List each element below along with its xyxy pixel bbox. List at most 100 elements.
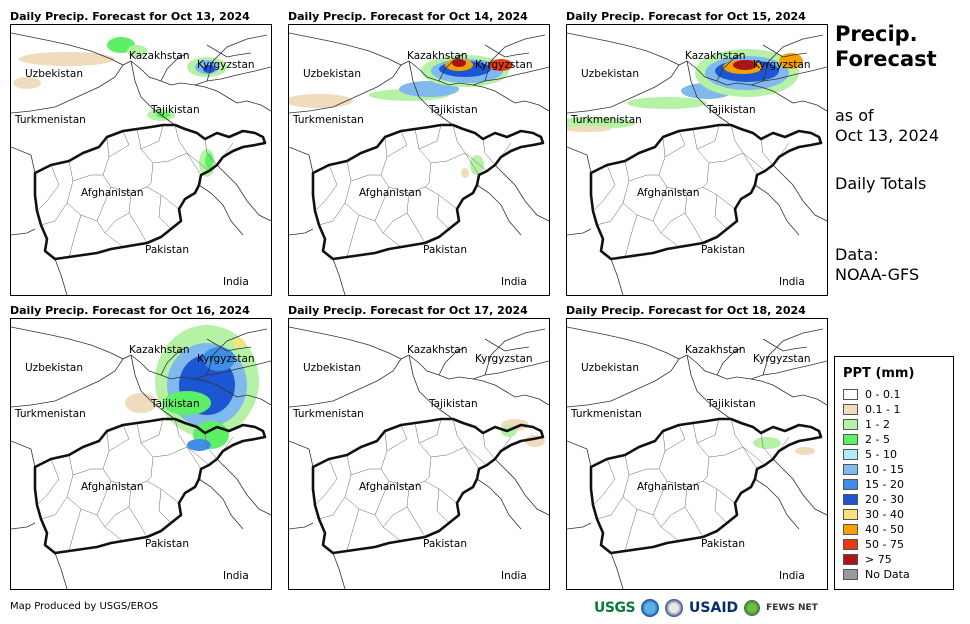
country-border [130,60,172,86]
country-label-uzbekistan: Uzbekistan [303,362,361,374]
country-border [567,326,688,360]
country-label-kazakhstan: Kazakhstan [407,344,468,356]
precip-cell [127,45,147,57]
province-border [108,130,130,158]
province-border [350,468,381,476]
legend-label: 0.1 - 1 [865,403,901,416]
precip-cell [567,126,611,132]
country-border [792,100,827,112]
legend-swatch [843,404,858,415]
country-border [160,346,188,376]
country-label-kyrgyzstan: Kyrgyzstan [197,59,255,71]
country-border [476,478,522,530]
country-label-pakistan: Pakistan [423,538,467,550]
country-label-kazakhstan: Kazakhstan [129,344,190,356]
side-title: Precip. Forecast [835,22,937,72]
precip-map-canvas: Kazakhstan Kyrgyzstan Uzbekistan Tajikistan… [567,25,827,295]
precip-cell [233,338,245,348]
province-border [452,124,466,154]
country-label-tajikistan: Tajikistan [428,398,478,410]
country-border [716,346,744,376]
country-label-afghanistan: Afghanistan [637,187,700,199]
country-border [567,64,680,114]
legend-swatch [843,569,858,580]
country-border [772,458,827,516]
precip-cell [795,447,815,455]
country-border [216,458,271,516]
country-label-tajikistan: Tajikistan [706,104,756,116]
country-border [408,354,450,380]
precip-cell [163,391,211,415]
legend-label: 10 - 15 [865,463,904,476]
country-border [54,258,68,295]
country-border [198,184,244,236]
province-border [140,418,164,444]
panel-title: Daily Precip. Forecast for Oct 18, 2024 [566,304,806,317]
country-border [484,338,530,352]
province-border [72,174,103,182]
province-border [382,506,408,528]
precip-cell [125,393,157,413]
data-source: Data: NOAA-GFS [835,245,919,285]
precip-map: Kazakhstan Kyrgyzstan Uzbekistan Tajikistan… [288,318,550,590]
country-border [11,358,124,408]
province-border [102,136,112,188]
province-border [386,130,408,158]
country-border [130,60,176,126]
province-border [596,496,624,520]
country-label-kyrgyzstan: Kyrgyzstan [197,353,255,365]
legend-swatch [843,419,858,430]
precip-map-canvas: Kazakhstan Kyrgyzstan Uzbekistan Tajikistan… [567,319,827,589]
province-border [146,162,154,188]
province-border [314,458,338,506]
country-label-turkmenistan: Turkmenistan [292,114,364,126]
province-border [660,212,686,234]
province-border [40,496,68,520]
province-border [314,164,338,212]
panel-title: Daily Precip. Forecast for Oct 16, 2024 [10,304,250,317]
legend-item: 2 - 5 [843,433,890,446]
province-border [702,162,710,188]
as-of-value: Oct 13, 2024 [835,126,939,145]
province-border [36,458,60,506]
legend-title: PPT (mm) [843,366,915,381]
legend-swatch [843,554,858,565]
country-border [408,354,454,420]
legend-label: No Data [865,568,910,581]
province-border [68,214,82,258]
province-border [730,418,744,448]
country-label-kyrgyzstan: Kyrgyzstan [475,353,533,365]
province-border [346,214,360,258]
country-border [11,522,36,530]
country-border [484,44,530,58]
country-border [484,328,546,376]
country-label-turkmenistan: Turkmenistan [14,114,86,126]
country-label-kazakhstan: Kazakhstan [129,50,190,62]
country-border [289,522,314,530]
country-border [567,440,592,468]
province-border [66,454,112,516]
legend-label: 15 - 20 [865,478,904,491]
country-label-pakistan: Pakistan [145,244,189,256]
country-border [236,394,271,406]
country-border [198,478,244,530]
province-border [660,506,686,528]
country-border [289,326,410,360]
country-border [726,360,827,380]
country-border [170,360,271,380]
country-border [726,66,827,86]
country-border [11,440,36,468]
province-border [592,458,616,506]
country-label-afghanistan: Afghanistan [637,481,700,493]
province-border [344,160,390,222]
legend-label: 20 - 30 [865,493,904,506]
country-border [289,228,314,236]
country-border [750,378,794,398]
country-label-india: India [779,276,805,288]
country-border [206,328,268,376]
province-border [452,418,466,448]
afghanistan-outline [33,123,267,261]
country-border [754,184,800,236]
province-border [140,124,164,150]
country-label-pakistan: Pakistan [701,244,745,256]
